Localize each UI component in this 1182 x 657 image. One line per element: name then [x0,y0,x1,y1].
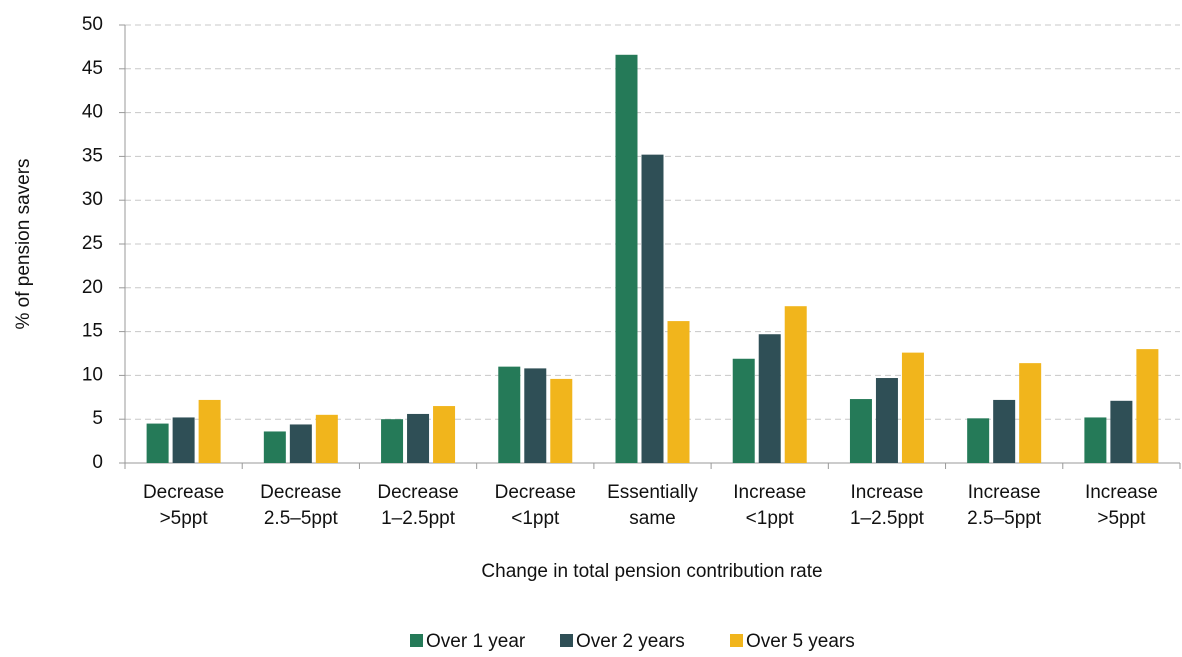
legend-swatch [560,634,573,647]
y-tick-label: 35 [82,145,103,166]
bar [524,368,547,463]
bar [172,417,195,463]
legend-swatch [730,634,743,647]
x-tick-label-line: 2.5–5ppt [264,508,339,529]
x-tick-label-line: 1–2.5ppt [381,508,456,529]
x-tick-label: Decrease 2.5–5ppt [260,482,341,529]
x-tick-label: Decrease 1–2.5ppt [377,482,458,529]
bar [993,399,1016,463]
bar [289,424,312,463]
bar [732,358,755,463]
bar [758,334,781,463]
bar [615,54,638,464]
bar [641,154,664,463]
bar [315,414,338,463]
x-tick-label: Increase >5ppt [1085,482,1158,529]
x-tick-label-line: Essentially [607,482,698,503]
x-tick-label-line: Increase [851,482,924,503]
x-tick-label-line: 2.5–5ppt [967,508,1042,529]
y-tick-label: 45 [82,58,103,79]
x-tick-label: Decrease <1ppt [495,482,576,529]
bar [433,406,456,463]
y-tick-label: 25 [82,233,103,254]
bar [784,306,807,463]
y-tick-label: 50 [82,14,103,35]
x-tick-label-line: 1–2.5ppt [850,508,925,529]
x-tick-label: Increase 2.5–5ppt [967,482,1042,529]
y-tick-label: 0 [92,452,103,473]
bar [381,419,404,463]
bar [263,431,286,463]
bar [901,352,924,463]
x-tick-label-line: >5ppt [160,508,209,529]
bar [667,321,690,463]
legend-label: Over 1 year [426,631,526,652]
bar [1136,349,1159,463]
x-tick-label-line: Decrease [495,482,576,503]
bar [849,399,872,463]
legend-swatch [410,634,423,647]
x-tick-label-line: Increase [733,482,806,503]
legend-label: Over 5 years [746,631,855,652]
x-tick-label: Increase 1–2.5ppt [850,482,925,529]
y-axis-title: % of pension savers [13,158,34,329]
y-tick-label: 15 [82,321,103,342]
bar [967,418,990,463]
x-axis-title: Change in total pension contribution rat… [481,561,822,582]
x-tick-label: Decrease >5ppt [143,482,224,529]
x-tick-label-line: Decrease [377,482,458,503]
bar [1084,417,1107,463]
x-tick-label-line: >5ppt [1097,508,1146,529]
y-tick-label: 40 [82,102,103,123]
x-tick-label-line: Increase [1085,482,1158,503]
y-tick-label: 20 [82,277,103,298]
y-tick-label: 10 [82,364,103,385]
x-tick-label: Increase <1ppt [733,482,806,529]
bar [498,366,521,463]
bar [550,378,573,463]
x-tick-label-line: Increase [968,482,1041,503]
x-tick-label: Essentially same [607,482,698,529]
bar [1110,400,1133,463]
x-tick-label-line: same [629,508,675,529]
x-tick-label-line: Decrease [143,482,224,503]
legend-label: Over 2 years [576,631,685,652]
y-tick-label: 5 [92,408,103,429]
bar [146,423,169,463]
y-tick-label: 30 [82,189,103,210]
x-tick-label-line: <1ppt [746,508,795,529]
x-tick-label-line: Decrease [260,482,341,503]
bar [1019,363,1042,463]
bar [198,399,221,463]
x-tick-label-line: <1ppt [511,508,560,529]
bar [407,413,430,463]
bar [875,378,898,463]
